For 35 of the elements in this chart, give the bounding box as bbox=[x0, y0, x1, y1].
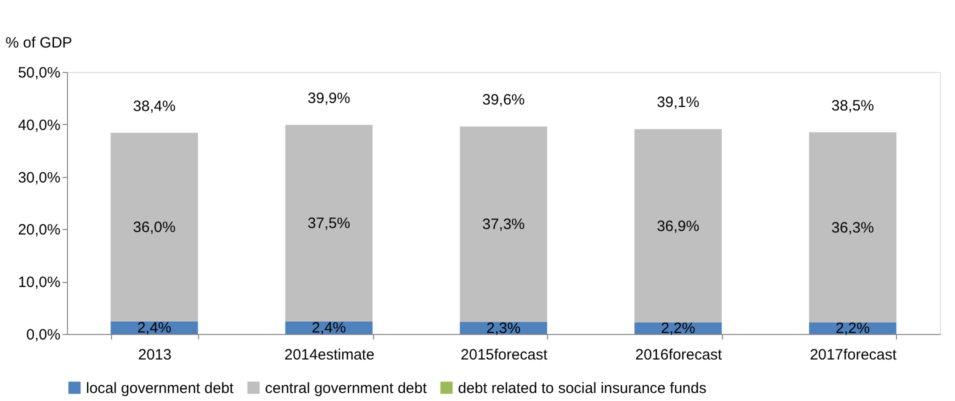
x-tick-label: 2014estimate bbox=[284, 346, 374, 364]
total-label: 38,5% bbox=[831, 97, 874, 114]
data-label: 36,3% bbox=[831, 219, 874, 236]
bar bbox=[460, 126, 548, 322]
y-axis-title: % of GDP bbox=[6, 34, 72, 52]
bar bbox=[809, 132, 896, 322]
data-label: 2,4% bbox=[312, 320, 346, 337]
data-label: 2,4% bbox=[137, 320, 172, 337]
bar bbox=[634, 129, 722, 322]
data-label: 37,3% bbox=[482, 216, 525, 234]
y-tick-label: 30,0% bbox=[18, 169, 60, 186]
y-tick-label: 50,0% bbox=[18, 64, 60, 82]
y-tick-label: 20,0% bbox=[18, 222, 60, 239]
total-label: 39,1% bbox=[656, 94, 700, 112]
total-label: 39,6% bbox=[482, 91, 525, 108]
data-label: 36,0% bbox=[133, 219, 176, 236]
bar bbox=[110, 132, 198, 322]
legend-label: central government debt bbox=[265, 380, 428, 397]
x-tick-label: 2017forecast bbox=[810, 346, 898, 364]
y-tick-label: 40,0% bbox=[18, 116, 60, 134]
bar bbox=[285, 124, 373, 322]
total-label: 39,9% bbox=[308, 90, 350, 107]
y-tick-label: 0,0% bbox=[26, 326, 60, 344]
data-label: 36,9% bbox=[656, 218, 700, 235]
x-tick-label: 2013 bbox=[138, 346, 172, 364]
x-tick-label: 2016forecast bbox=[635, 346, 723, 364]
total-label: 38,4% bbox=[133, 98, 176, 115]
y-tick-label: 10,0% bbox=[18, 274, 60, 292]
data-label: 2,2% bbox=[661, 320, 696, 338]
data-label: 2,3% bbox=[486, 320, 521, 337]
legend-label: local government debt bbox=[86, 380, 234, 397]
data-label: 37,5% bbox=[308, 215, 350, 232]
data-label: 2,2% bbox=[836, 320, 870, 338]
x-tick-label: 2015forecast bbox=[460, 346, 548, 364]
legend-label: debt related to social insurance funds bbox=[458, 380, 706, 397]
